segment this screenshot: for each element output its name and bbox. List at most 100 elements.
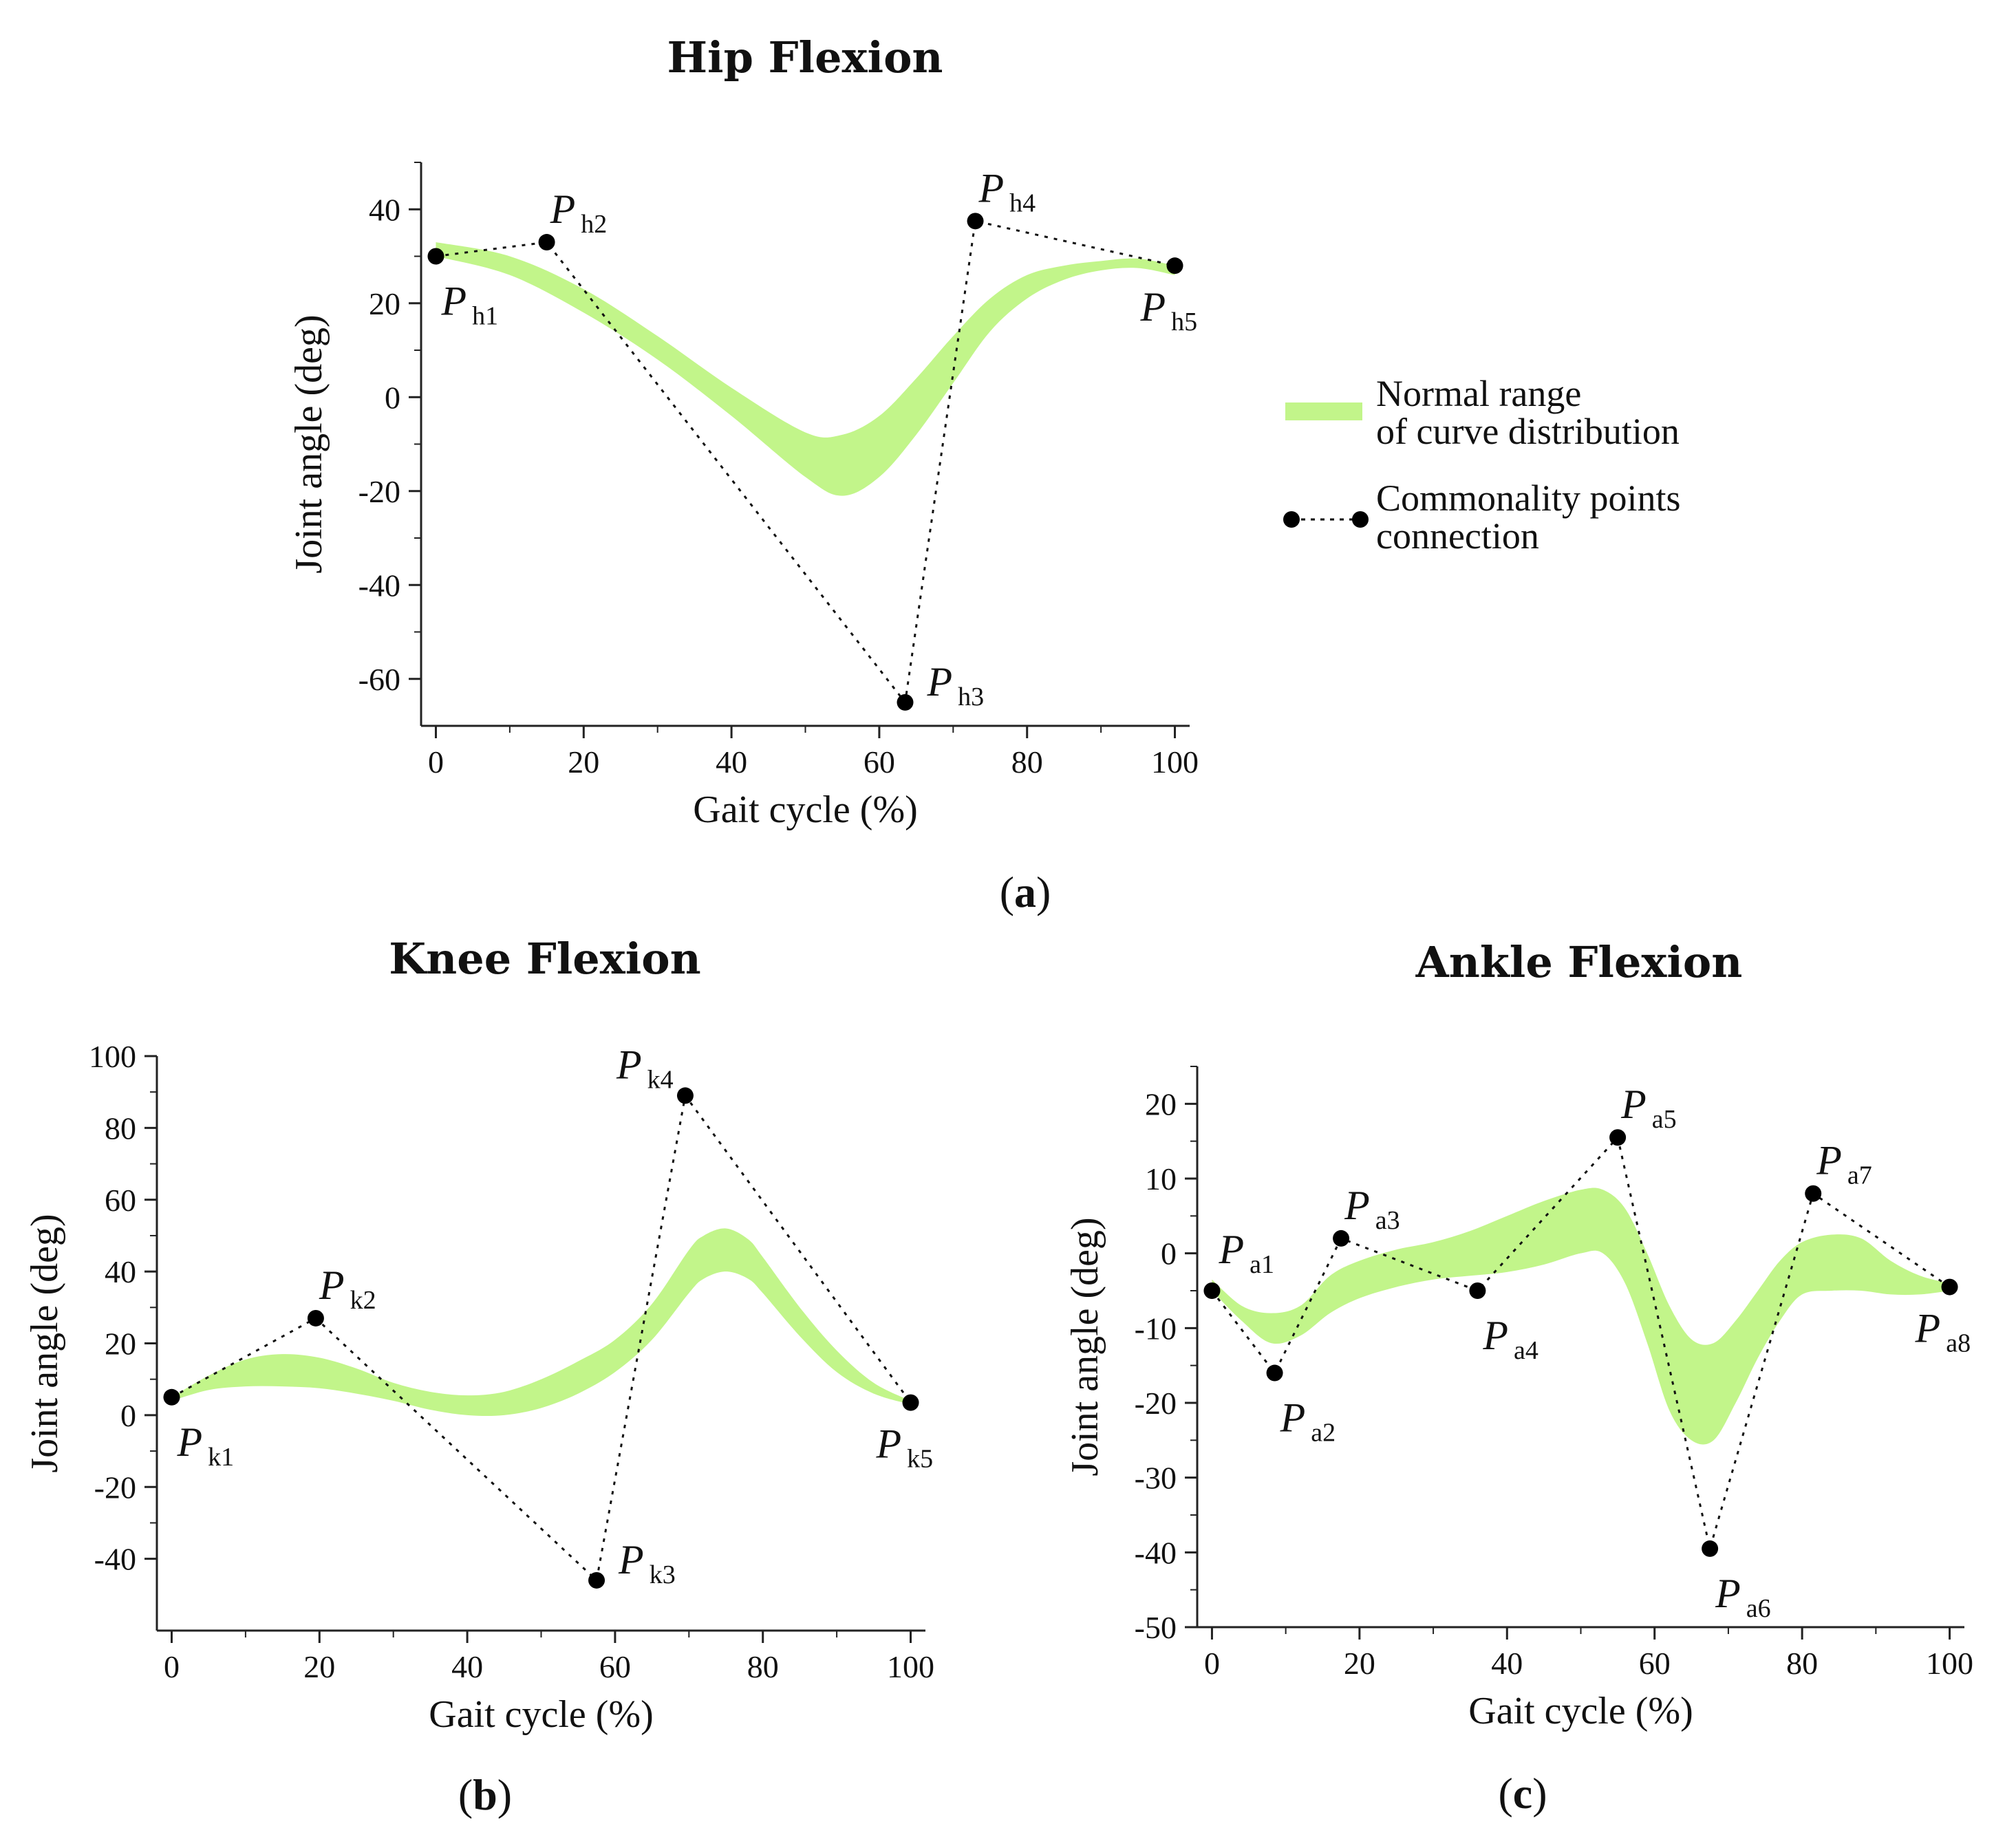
knee-panel-tag: (b) [458, 1770, 512, 1819]
point-label-subscript: k3 [650, 1560, 676, 1589]
panel-tag-letter: b [473, 1770, 497, 1819]
knee-x-tick-label: 60 [599, 1649, 631, 1684]
knee-point-k2 [307, 1309, 324, 1326]
hip-x-axis-label: Gait cycle (%) [693, 788, 917, 831]
point-label-letter: P [1218, 1227, 1244, 1272]
point-label-letter: P [616, 1042, 642, 1087]
panel-tag-close: ) [497, 1770, 512, 1819]
point-label-subscript: k4 [647, 1065, 674, 1094]
knee-normal-range-band [171, 1228, 911, 1417]
knee-x-tick-label: 20 [303, 1649, 335, 1684]
knee-x-tick-label: 40 [451, 1649, 483, 1684]
point-label-subscript: h3 [958, 683, 984, 711]
legend: Normal range of curve distribution Commo… [1283, 373, 1681, 557]
hip-x-tick-label: 40 [716, 744, 747, 780]
ankle-y-axis-label: Joint angle (deg) [1064, 1217, 1106, 1476]
knee-y-tick-label: 20 [105, 1326, 136, 1362]
hip-x-tick-label: 80 [1011, 744, 1043, 780]
panel-tag-letter: c [1513, 1769, 1532, 1818]
ankle-x-tick-label: 0 [1204, 1646, 1220, 1681]
knee-commonality-connection [171, 1093, 912, 1582]
point-label-letter: P [1482, 1313, 1508, 1358]
ankle-chart-title: Ankle Flexion [1415, 937, 1743, 987]
ankle-x-tick-label: 60 [1639, 1646, 1671, 1681]
point-label-subscript: a8 [1946, 1329, 1971, 1358]
knee-chart-title: Knee Flexion [389, 934, 700, 984]
panel-tag-letter: a [1014, 868, 1036, 916]
hip-point-h4 [967, 213, 984, 230]
legend-band-line1: Normal range [1376, 373, 1581, 414]
point-label-letter: P [1816, 1138, 1842, 1183]
point-label-letter: P [926, 659, 952, 705]
panel-tag-open: ( [1498, 1769, 1512, 1818]
point-label-subscript: h2 [581, 210, 607, 239]
hip-x-tick-label: 60 [864, 744, 895, 780]
point-label-subscript: a2 [1311, 1419, 1336, 1448]
ankle-x-tick-label: 40 [1491, 1646, 1523, 1681]
panel-tag-close: ) [1036, 868, 1051, 916]
point-label-subscript: k5 [907, 1445, 933, 1474]
hip-y-tick-label: -60 [358, 662, 400, 697]
point-label-letter: P [1620, 1082, 1647, 1127]
ankle-normal-range-band [1212, 1188, 1950, 1445]
legend-band-swatch [1285, 402, 1362, 420]
point-label-subscript: a1 [1250, 1250, 1274, 1279]
knee-x-axis-label: Gait cycle (%) [429, 1693, 653, 1736]
panel-knee: Knee Flexion 0 20 40 60 80 100 -40 -20 0 20 40 60 80 1… [23, 934, 934, 1819]
knee-point-k3 [588, 1571, 605, 1589]
ankle-point-a3 [1333, 1229, 1350, 1247]
knee-x-tick-label: 80 [747, 1649, 779, 1684]
point-label-letter: P [978, 165, 1005, 211]
ankle-point-a4 [1469, 1282, 1486, 1299]
legend-points-line2: connection [1376, 515, 1539, 557]
hip-y-tick-label: -40 [358, 568, 400, 603]
point-label-letter: P [550, 186, 576, 232]
ankle-y-tick-label: 20 [1145, 1086, 1177, 1121]
panel-tag-open: ( [458, 1770, 473, 1819]
knee-y-tick-label: 80 [105, 1110, 136, 1146]
point-label-subscript: k1 [208, 1443, 234, 1472]
point-label-subscript: h5 [1171, 308, 1197, 336]
legend-points-line1: Commonality points [1376, 477, 1681, 519]
ankle-x-tick-label: 80 [1786, 1646, 1818, 1681]
panel-tag-close: ) [1532, 1769, 1547, 1818]
point-label-letter: P [1140, 284, 1166, 330]
point-label-subscript: a3 [1375, 1206, 1400, 1235]
panel-tag-open: ( [1000, 868, 1014, 916]
knee-point-k1 [163, 1388, 180, 1406]
knee-x-tick-label: 0 [164, 1649, 180, 1684]
point-label-subscript: h1 [472, 302, 498, 331]
hip-panel-tag: (a) [1000, 868, 1051, 916]
point-label-subscript: a6 [1746, 1594, 1771, 1623]
knee-point-k4 [676, 1087, 694, 1104]
ankle-y-tick-label: 10 [1145, 1161, 1177, 1196]
ankle-point-a6 [1702, 1540, 1719, 1557]
ankle-y-tick-label: 0 [1161, 1236, 1177, 1271]
point-label-letter: P [1915, 1306, 1941, 1351]
ankle-y-tick-label: -30 [1135, 1461, 1177, 1496]
knee-y-tick-label: 40 [105, 1254, 136, 1289]
ankle-point-a5 [1609, 1129, 1627, 1146]
ankle-x-axis-label: Gait cycle (%) [1468, 1690, 1693, 1732]
hip-x-tick-label: 0 [428, 744, 444, 780]
ankle-x-tick-label: 100 [1926, 1646, 1973, 1681]
ankle-y-tick-label: -40 [1135, 1535, 1177, 1570]
hip-chart-title: Hip Flexion [667, 32, 943, 83]
ankle-point-a8 [1941, 1278, 1958, 1296]
ankle-panel-tag: (c) [1498, 1769, 1547, 1818]
ankle-y-tick-label: -10 [1135, 1311, 1177, 1346]
hip-x-tick-label: 100 [1151, 744, 1199, 780]
